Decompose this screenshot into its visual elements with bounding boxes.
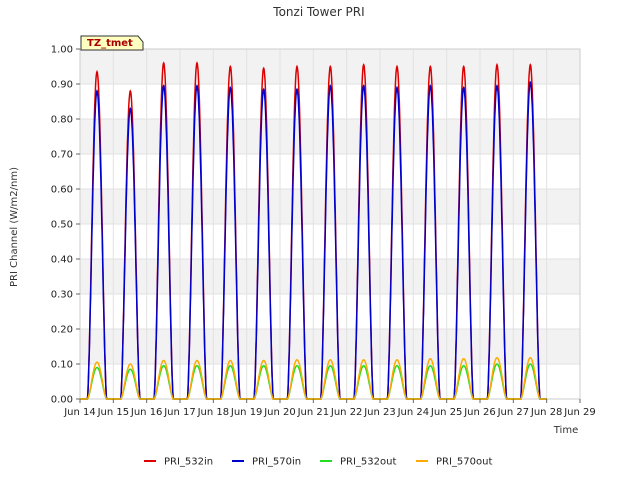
x-axis-title: Time — [553, 425, 578, 436]
grid-band — [80, 189, 580, 224]
legend: PRI_532in PRI_570in PRI_532out PRI_570out — [144, 457, 492, 468]
y-tick-label: 0.50 — [51, 220, 73, 231]
y-tick-label: 0.60 — [51, 185, 73, 196]
series-group — [80, 61, 547, 400]
y-tick-label: 0.10 — [51, 360, 73, 371]
x-tick-label: Jun 29 — [563, 407, 596, 418]
x-tick-label: Jun 25 — [430, 407, 463, 418]
series-line-PRI_532out — [80, 363, 547, 400]
y-tick-label: 0.00 — [51, 395, 73, 406]
x-tick-label: Jun 28 — [530, 407, 563, 418]
y-tick-label: 0.90 — [51, 80, 73, 91]
annotation-box: TZ_tmet — [80, 35, 144, 51]
legend-label-PRI_570out: PRI_570out — [436, 457, 492, 468]
x-tick-label: Jun 27 — [497, 407, 530, 418]
x-tick-label: Jun 17 — [163, 407, 196, 418]
y-tick-label: 0.20 — [51, 325, 73, 336]
grid-band — [80, 119, 580, 154]
x-tick-label: Jun 19 — [230, 407, 263, 418]
x-tick-label: Jun 20 — [263, 407, 296, 418]
y-axis-title: PRI Channel (W/m2/nm) — [9, 167, 20, 287]
series-line-PRI_570out — [80, 356, 547, 400]
y-axis: 0.00 0.10 0.20 0.30 0.40 0.50 0.60 0.70 0.80 0.90… — [51, 45, 80, 406]
y-tick-label: 1.00 — [51, 45, 73, 56]
x-tick-label: Jun 15 — [97, 407, 130, 418]
x-axis: Jun 14 Jun 15 Jun 16 Jun 17 Jun 18 Jun 19 Jun … — [63, 399, 596, 418]
chart-title: Tonzi Tower PRI — [272, 5, 364, 19]
series-line-PRI_570in — [80, 80, 547, 400]
annotation-text: TZ_tmet — [87, 38, 133, 49]
legend-label-PRI_532in: PRI_532in — [164, 457, 213, 468]
y-tick-label: 0.80 — [51, 115, 73, 126]
x-tick-label: Jun 18 — [197, 407, 230, 418]
y-tick-label: 0.40 — [51, 255, 73, 266]
series-line-PRI_532in — [80, 61, 547, 400]
x-tick-label: Jun 26 — [463, 407, 496, 418]
grid-band — [80, 259, 580, 294]
plot-background-bands — [80, 49, 580, 364]
legend-label-PRI_570in: PRI_570in — [252, 457, 301, 468]
x-tick-label: Jun 23 — [363, 407, 396, 418]
x-tick-label: Jun 24 — [397, 407, 430, 418]
x-tick-label: Jun 21 — [297, 407, 330, 418]
y-tick-label: 0.70 — [51, 150, 73, 161]
x-tick-label: Jun 14 — [63, 407, 96, 418]
x-tick-label: Jun 16 — [130, 407, 163, 418]
legend-label-PRI_532out: PRI_532out — [340, 457, 396, 468]
x-tick-label: Jun 22 — [330, 407, 363, 418]
y-tick-label: 0.30 — [51, 290, 73, 301]
annotation-background — [80, 35, 144, 51]
